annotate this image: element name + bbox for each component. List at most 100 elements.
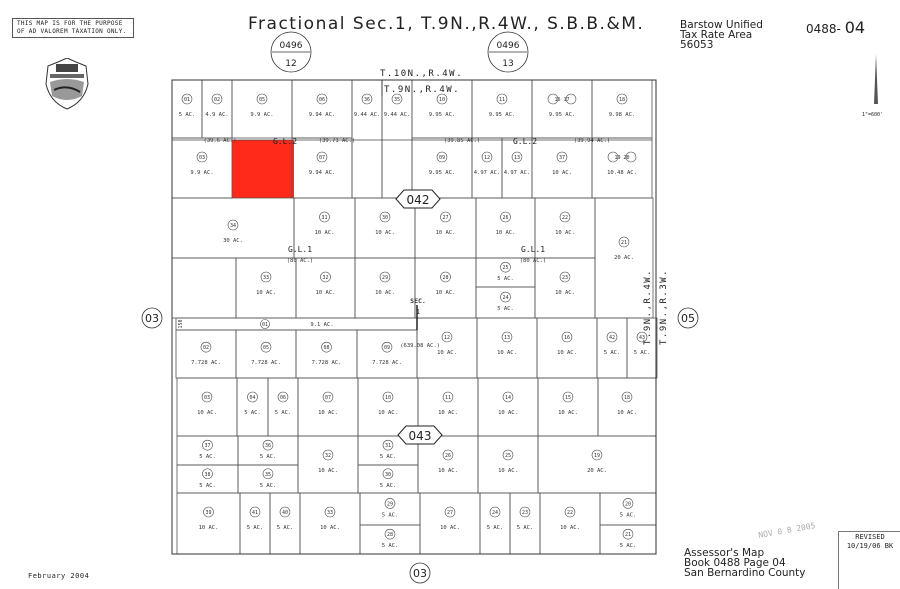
parcel-number-circle (227, 219, 239, 231)
adjacent-map-reference[interactable]: 0496 13 (487, 31, 529, 73)
parcel[interactable]: 19 20 10.48 AC. (591, 137, 653, 199)
parcel-number-circle (202, 439, 213, 451)
parcel[interactable]: 21 5 AC. (599, 524, 657, 555)
parcel[interactable]: 02 7.728 AC. (175, 329, 237, 379)
parcel-boundary (411, 137, 473, 199)
parcel-number-circle (200, 341, 212, 353)
parcel[interactable]: 29 10 AC. (354, 257, 416, 319)
parcel[interactable]: 36 5 AC. (237, 435, 299, 466)
parcel[interactable]: 05 7.728 AC. (235, 329, 297, 379)
parcel[interactable]: 06 9.94 AC. (291, 79, 353, 139)
parcel-acreage: 10 AC. (497, 350, 517, 356)
parcel[interactable]: 06 5 AC. (267, 377, 299, 437)
parcel[interactable]: 11 9.95 AC. (471, 79, 533, 139)
parcel-number: 18 (619, 97, 625, 103)
parcel-number-circle (321, 341, 332, 353)
parcel[interactable]: 36 9.44 AC. (351, 79, 383, 199)
parcel-number: 31 (385, 443, 391, 449)
parcel[interactable]: 28 5 AC. (359, 524, 421, 555)
parcel[interactable]: 01 9.1 AC. 150 (175, 317, 418, 331)
parcel-acreage: 10 AC. (437, 350, 457, 356)
revised-label: REVISED (855, 533, 885, 541)
parcel[interactable]: 23 10 AC. (534, 257, 596, 319)
parcel[interactable]: 20 5 AC. (599, 492, 657, 526)
parcel[interactable]: 35 5 AC. (237, 464, 299, 494)
parcel[interactable]: 34 30 AC. (171, 197, 295, 259)
parcel[interactable]: 30 5 AC. (357, 464, 419, 494)
parcel[interactable]: 33 10 AC. (235, 257, 297, 319)
parcel[interactable]: 33 10 AC. (299, 492, 361, 555)
parcel[interactable]: 05 9.9 AC. (231, 79, 293, 139)
parcel[interactable]: 25 10 AC. (477, 435, 539, 494)
parcel[interactable]: 18 9.98 AC. (591, 79, 653, 139)
parcel[interactable]: 15 10 AC. (537, 377, 599, 437)
parcel[interactable]: 37 10 AC. (531, 137, 593, 199)
parcel[interactable]: 12 4.97 AC. (471, 137, 503, 199)
adjacent-page-left[interactable]: 03 (141, 307, 163, 329)
parcel-number-circle (511, 151, 523, 163)
parcel-boundary (175, 329, 237, 379)
gov-lot-acreage: (80 AC.) (520, 258, 547, 264)
parcel-boundary (297, 377, 359, 437)
adjacent-map-reference[interactable]: 0496 12 (270, 31, 312, 73)
parcel[interactable]: 08 7.728 AC. (295, 329, 358, 379)
parcel-acreage: 10 AC. (617, 410, 637, 416)
parcel[interactable]: 04 5 AC. (236, 377, 269, 437)
adjacent-page-right[interactable]: 05 (677, 307, 699, 329)
parcel[interactable]: 07 10 AC. (297, 377, 359, 437)
parcel[interactable]: 16 17 9.95 AC. (531, 79, 593, 139)
parcel[interactable]: 27 10 AC. (419, 492, 481, 555)
parcel[interactable]: 23 5 AC. (509, 492, 541, 555)
parcel[interactable]: 39 10 AC. (176, 492, 241, 555)
parcel[interactable]: 18 10 AC. (597, 377, 657, 437)
parcel[interactable]: 09 7.728 AC. (356, 329, 418, 379)
parcel-number-circle (384, 498, 396, 509)
parcel-number: 22 (562, 215, 568, 221)
parcel[interactable]: 03 9.9 AC. (171, 137, 233, 199)
parcel[interactable]: 28 10 AC. (414, 257, 477, 319)
parcel[interactable]: 37 5 AC. (176, 435, 239, 466)
parcel[interactable]: 09 9.95 AC. (411, 137, 473, 199)
parcel[interactable]: 22 10 AC. (534, 197, 596, 259)
parcel[interactable]: 32 10 AC. (295, 257, 356, 319)
parcel[interactable]: 19 20 AC. (537, 435, 657, 494)
parcel-number: 09 (439, 155, 445, 161)
parcel[interactable]: 03 10 AC. (176, 377, 238, 437)
parcel-acreage: 5 AC. (247, 525, 264, 531)
parcel-number-circle (181, 93, 193, 105)
parcel[interactable]: 13 4.97 AC. (501, 137, 533, 199)
parcel[interactable]: 13 10 AC. (476, 317, 538, 379)
parcel[interactable]: 24 5 AC. (479, 492, 511, 555)
parcel[interactable]: 29 5 AC. (359, 492, 421, 526)
section-number: 1 (416, 308, 420, 316)
parcel[interactable]: 35 9.44 AC. (381, 79, 413, 199)
parcel[interactable]: 02 4.9 AC. (201, 79, 233, 139)
parcel[interactable]: 07 9.94 AC. (291, 137, 353, 199)
parcel-acreage: 10 AC. (318, 410, 338, 416)
parcel-acreage: 10 AC. (558, 410, 578, 416)
parcel[interactable]: 41 5 AC. (239, 492, 271, 555)
parcel-number-circle (559, 271, 571, 283)
highlighted-parcel[interactable] (232, 140, 294, 198)
parcel[interactable]: 42 5 AC. (596, 317, 628, 379)
parcel[interactable]: 26 10 AC. (417, 435, 479, 494)
parcel[interactable]: 38 5 AC. (176, 464, 239, 494)
adjacent-page-bottom[interactable]: 03 (409, 562, 431, 584)
parcel[interactable]: 40 5 AC. (269, 492, 301, 555)
parcel-acreage: 5 AC. (487, 525, 504, 531)
parcel[interactable]: 24 5 AC. (475, 286, 536, 319)
tax-rate-area: Barstow Unified Tax Rate Area 56053 (680, 20, 763, 51)
parcel-boundary (359, 492, 421, 526)
reference-circle (677, 307, 699, 329)
parcel[interactable]: 14 10 AC. (477, 377, 539, 437)
parcel[interactable]: 16 10 AC. (536, 317, 598, 379)
parcel[interactable]: 32 10 AC. (297, 435, 359, 494)
parcel-number-circle (441, 331, 453, 343)
parcel[interactable]: 22 10 AC. (539, 492, 601, 555)
parcel[interactable]: 01 5 AC. (171, 79, 203, 139)
parcel-boundary (501, 137, 533, 199)
parcel-acreage: 5 AC. (199, 454, 216, 460)
parcel-number: 33 (327, 510, 333, 516)
parcel-boundary (534, 257, 596, 319)
parcel-number: 06 (280, 395, 286, 401)
